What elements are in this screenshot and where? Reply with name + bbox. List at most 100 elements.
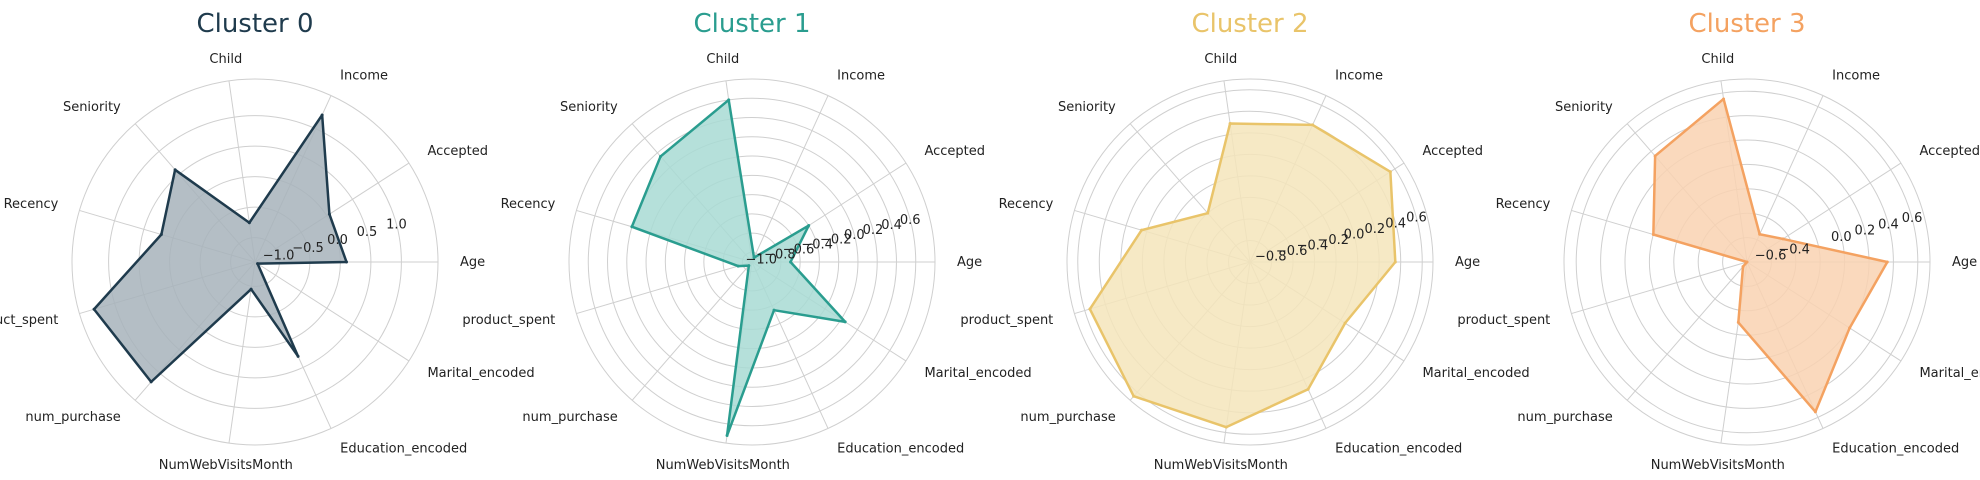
data-point: [1140, 228, 1144, 232]
data-area: [92, 113, 348, 384]
tick-label: −0.2: [1317, 233, 1349, 248]
tick-label: −0.4: [801, 238, 833, 253]
data-point: [1813, 410, 1817, 414]
data-point: [1736, 320, 1740, 324]
category-label: Recency: [501, 197, 556, 212]
data-point: [327, 212, 331, 216]
category-label: Accepted: [924, 144, 985, 159]
data-area: [630, 98, 847, 437]
category-label: num_purchase: [1020, 410, 1115, 425]
spoke-line: [228, 261, 256, 444]
data-point: [296, 354, 300, 358]
category-label: Accepted: [427, 144, 488, 159]
radar-chart-1: Cluster 1 Age Accepted Income Child Seniority…: [462, 9, 1031, 473]
category-label: num_purchase: [522, 410, 617, 425]
category-label: Income: [340, 69, 388, 84]
data-point: [1781, 237, 1785, 241]
data-point: [92, 307, 96, 311]
category-label: Child: [706, 52, 739, 67]
data-area: [1652, 97, 1889, 414]
category-label: Child: [209, 52, 242, 67]
data-point: [789, 260, 793, 264]
data-point: [247, 221, 251, 225]
chart-title: Cluster 2: [1191, 9, 1308, 39]
data-point: [1228, 121, 1232, 125]
data-point: [159, 233, 163, 237]
spoke-line: [1626, 261, 1748, 401]
tick-label: −0.6: [783, 243, 815, 258]
category-label: Child: [1204, 52, 1237, 67]
category-label: Recency: [999, 197, 1054, 212]
data-point: [1388, 170, 1392, 174]
data-point: [1885, 260, 1889, 264]
tick-label: 0.2: [863, 223, 884, 238]
data-point: [752, 256, 756, 260]
tick-label: 0.6: [1406, 211, 1427, 226]
tick-label: 0.6: [1902, 211, 1923, 226]
category-label: Seniority: [63, 100, 121, 115]
radar-chart-0: Cluster 0 Age Accepted Income Child Seniority…: [0, 9, 535, 473]
spoke-line: [1571, 261, 1748, 315]
category-label: Marital_encoded: [427, 366, 534, 381]
radar-chart-3: Cluster 3 Age Accepted Income Child Seniority…: [1457, 9, 1980, 473]
tick-label: −0.5: [292, 241, 324, 256]
category-label: Marital_encoded: [924, 366, 1031, 381]
category-label: Education_encoded: [340, 441, 467, 456]
data-point: [659, 154, 663, 158]
tick-label: −1.0: [263, 249, 295, 264]
chart-title: Cluster 0: [196, 9, 313, 39]
category-label: Child: [1701, 52, 1734, 67]
category-label: NumWebVisitsMonth: [656, 458, 790, 473]
tick-label: 0.0: [844, 228, 865, 243]
data-point: [1393, 260, 1397, 264]
category-label: Age: [1952, 255, 1977, 270]
category-label: Accepted: [1919, 144, 1980, 159]
data-point: [1311, 123, 1315, 127]
category-label: NumWebVisitsMonth: [159, 458, 293, 473]
tick-label: −0.8: [764, 248, 796, 263]
data-point: [1848, 326, 1852, 330]
spoke-line: [751, 95, 829, 263]
data-point: [1088, 307, 1092, 311]
data-point: [1745, 260, 1749, 264]
category-label: Recency: [4, 197, 59, 212]
data-point: [747, 264, 751, 268]
category-label: Seniority: [1058, 100, 1116, 115]
data-point: [1206, 211, 1210, 215]
data-point: [1653, 154, 1657, 158]
category-label: Age: [1455, 255, 1480, 270]
tick-label: −0.6: [1276, 244, 1308, 259]
tick-label: −0.4: [1297, 238, 1329, 253]
category-label: num_purchase: [1517, 410, 1612, 425]
data-point: [736, 264, 740, 268]
tick-label: 0.6: [900, 213, 921, 228]
category-label: Age: [957, 255, 982, 270]
category-label: Education_encoded: [1335, 441, 1462, 456]
category-label: Income: [1335, 69, 1383, 84]
data-point: [727, 98, 731, 102]
chart-title: Cluster 1: [693, 9, 810, 39]
category-label: Age: [460, 255, 485, 270]
tick-label: −1.0: [746, 253, 778, 268]
data-point: [1224, 425, 1228, 429]
tick-label: 0.4: [881, 218, 902, 233]
category-label: product_spent: [1457, 313, 1550, 328]
spoke-line: [576, 261, 753, 315]
category-label: Income: [1832, 69, 1880, 84]
category-label: num_purchase: [25, 410, 120, 425]
data-point: [1132, 394, 1136, 398]
tick-label: 0.0: [327, 233, 348, 248]
category-label: product_spent: [462, 313, 555, 328]
category-label: Marital_encoded: [1422, 366, 1529, 381]
category-label: Marital_encoded: [1919, 366, 1980, 381]
data-point: [807, 224, 811, 228]
tick-label: −0.8: [1255, 249, 1287, 264]
data-point: [630, 225, 634, 229]
category-label: Seniority: [560, 100, 618, 115]
data-point: [1651, 233, 1655, 237]
data-point: [1758, 232, 1762, 236]
category-label: Accepted: [1422, 144, 1483, 159]
tick-label: −0.2: [820, 233, 852, 248]
data-point: [256, 262, 260, 266]
category-label: Seniority: [1555, 100, 1613, 115]
